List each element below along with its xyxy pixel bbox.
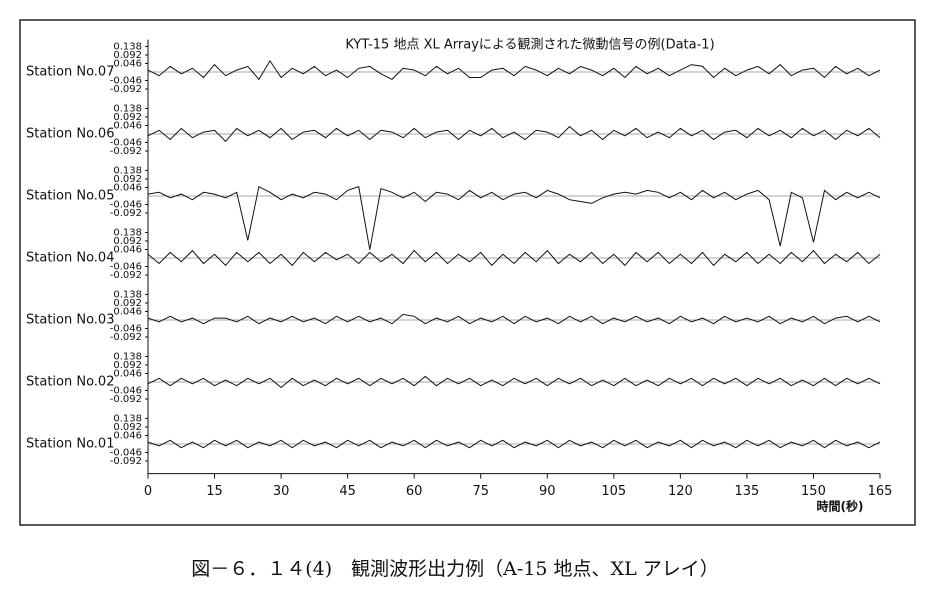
y-tick-label: 0.046 — [113, 368, 142, 379]
waveform — [147, 249, 881, 267]
y-tick-label: 0.046 — [113, 306, 142, 317]
y-tick-label: 0.046 — [113, 430, 142, 441]
y-tick-label: 0.092 — [113, 360, 142, 371]
caption: 図－６．１４(4) 観測波形出力例（A-15 地点、XL アレイ） — [191, 558, 718, 580]
y-tick-label: 0.092 — [113, 112, 142, 123]
y-tick-label: 0.138 — [113, 41, 142, 52]
y-tick-label: -0.092 — [110, 84, 142, 95]
x-axis-label: 時間(秒) — [817, 499, 864, 514]
y-tick-label: 0.138 — [113, 103, 142, 114]
y-tick-label: 0.092 — [113, 174, 142, 185]
x-tick-label: 45 — [339, 484, 356, 499]
legend-label: Station No.04 — [26, 250, 114, 265]
y-tick-label: 0.138 — [113, 413, 142, 424]
waveform — [147, 185, 881, 250]
waveform — [147, 125, 881, 143]
waveform — [147, 375, 881, 389]
y-tick-label: 0.046 — [113, 244, 142, 255]
y-tick-label: 0.092 — [113, 236, 142, 247]
y-tick-label: 0.138 — [113, 289, 142, 300]
y-tick-label: 0.138 — [113, 165, 142, 176]
x-tick-label: 15 — [206, 484, 223, 499]
y-tick-label: -0.092 — [110, 394, 142, 405]
y-tick-label: -0.046 — [110, 138, 142, 149]
y-tick-label: 0.046 — [113, 182, 142, 193]
legend-label: Station No.02 — [26, 374, 114, 389]
y-tick-label: -0.046 — [110, 200, 142, 211]
y-tick-label: -0.046 — [110, 76, 142, 87]
x-tick-label: 150 — [801, 484, 826, 499]
waveform — [147, 313, 881, 325]
chart-title: KYT-15 地点 XL Arrayによる観測された微動信号の例(Data-1) — [345, 38, 714, 53]
y-tick-label: -0.092 — [110, 270, 142, 281]
y-tick-label: -0.046 — [110, 324, 142, 335]
legend-label: Station No.01 — [26, 436, 114, 451]
x-tick-label: 0 — [144, 484, 152, 499]
x-tick-label: 120 — [668, 484, 693, 499]
x-tick-label: 75 — [472, 484, 489, 499]
legend-label: Station No.05 — [26, 188, 114, 203]
y-tick-label: -0.092 — [110, 146, 142, 157]
waveform — [147, 59, 881, 81]
y-tick-label: -0.092 — [110, 332, 142, 343]
x-tick-label: 90 — [539, 484, 556, 499]
x-tick-label: 60 — [406, 484, 423, 499]
y-tick-label: 0.046 — [113, 58, 142, 69]
x-tick-label: 105 — [601, 484, 626, 499]
waveform — [147, 439, 881, 449]
legend-label: Station No.06 — [26, 126, 114, 141]
y-tick-label: -0.046 — [110, 448, 142, 459]
y-tick-label: -0.046 — [110, 386, 142, 397]
y-tick-label: -0.092 — [110, 208, 142, 219]
x-tick-label: 135 — [734, 484, 759, 499]
y-tick-label: 0.138 — [113, 227, 142, 238]
y-tick-label: -0.092 — [110, 456, 142, 467]
x-tick-label: 165 — [868, 484, 893, 499]
y-tick-label: 0.138 — [113, 351, 142, 362]
legend-label: Station No.03 — [26, 312, 114, 327]
frame — [19, 19, 916, 526]
y-tick-label: -0.046 — [110, 262, 142, 273]
y-tick-label: 0.092 — [113, 50, 142, 61]
y-tick-label: 0.092 — [113, 298, 142, 309]
x-tick-label: 30 — [273, 484, 290, 499]
legend-label: Station No.07 — [26, 64, 114, 79]
y-tick-label: 0.046 — [113, 120, 142, 131]
y-tick-label: 0.092 — [113, 422, 142, 433]
